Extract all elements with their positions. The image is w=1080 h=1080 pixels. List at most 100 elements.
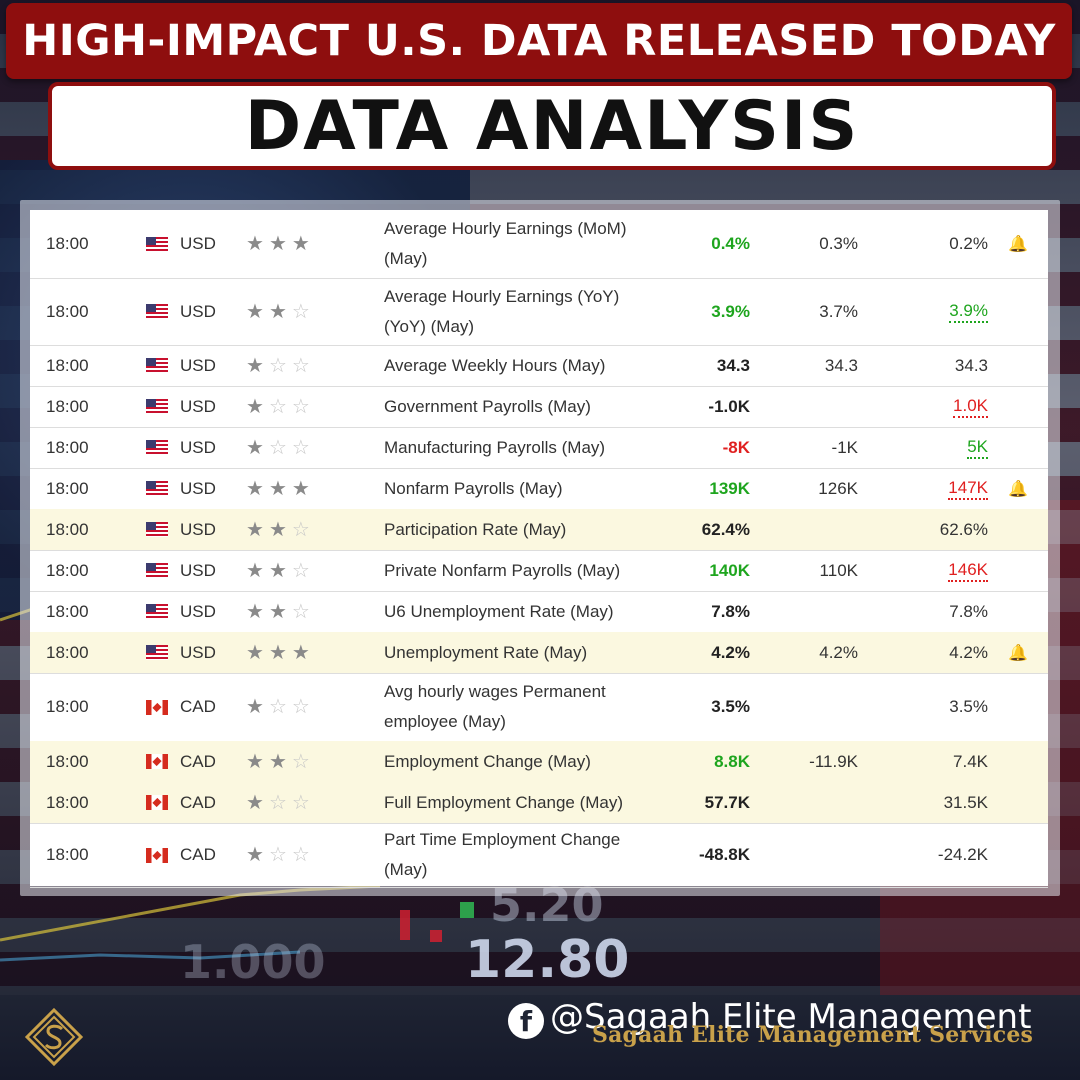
event-name[interactable]: Participation Rate (May) bbox=[384, 519, 567, 539]
previous-value: 0.2% bbox=[949, 210, 988, 278]
table-row[interactable]: 18:00 USD ★ ☆ ☆ Average Weekly Hours (May) 34.… bbox=[30, 345, 1048, 387]
time-cell: 18:00 bbox=[46, 355, 89, 375]
event-name[interactable]: Part Time Employment Change (May) bbox=[384, 830, 621, 879]
event-name[interactable]: Avg hourly wages Permanent employee (May… bbox=[384, 682, 606, 731]
us-flag-icon bbox=[146, 399, 168, 414]
canada-flag-icon bbox=[146, 754, 168, 769]
importance-stars: ★ ☆ ☆ bbox=[246, 427, 310, 468]
facebook-icon[interactable]: f bbox=[508, 1003, 544, 1039]
currency-cell: CAD bbox=[180, 697, 216, 716]
star-filled-icon: ★ bbox=[246, 518, 264, 541]
bell-icon[interactable]: 🔔 bbox=[1008, 236, 1028, 253]
star-filled-icon: ★ bbox=[268, 600, 287, 623]
table-row[interactable]: 18:00 USD ★ ★ ☆ Average Hourly Earnings (YoY)… bbox=[30, 278, 1048, 346]
time-cell: 18:00 bbox=[46, 301, 89, 321]
table-row[interactable]: 18:00 USD ★ ★ ☆ U6 Unemployment Rate (May) 7.8… bbox=[30, 591, 1048, 633]
time-cell: 18:00 bbox=[46, 642, 89, 662]
importance-stars: ★ ☆ ☆ bbox=[246, 673, 310, 741]
bell-icon[interactable]: 🔔 bbox=[1008, 480, 1028, 498]
star-filled-icon: ★ bbox=[246, 233, 264, 255]
actual-value: -1.0K bbox=[708, 396, 750, 416]
table-row[interactable]: 18:00 USD ★ ★ ☆ Participation Rate (May) 62.4%… bbox=[30, 509, 1048, 551]
forecast-value: 126K bbox=[818, 478, 858, 498]
us-flag-icon bbox=[146, 522, 168, 537]
us-flag-icon bbox=[146, 427, 168, 468]
us-flag-icon bbox=[146, 345, 168, 386]
time-cell: 18:00 bbox=[46, 845, 89, 864]
previous-value-text: 7.4K bbox=[953, 751, 988, 771]
currency-cell: CAD bbox=[180, 792, 216, 812]
star-empty-icon: ☆ bbox=[291, 436, 310, 459]
importance-stars: ★ ★ ☆ bbox=[246, 278, 310, 345]
importance-stars: ★ ★ ★ bbox=[246, 210, 310, 278]
importance-stars: ★ ☆ ☆ bbox=[246, 386, 310, 427]
canada-flag-icon bbox=[146, 795, 168, 810]
time-cell: 18:00 bbox=[46, 234, 89, 253]
actual-value: -8K bbox=[722, 437, 750, 457]
time-cell: 18:00 bbox=[46, 478, 89, 498]
table-row[interactable]: 18:00 USD ★ ★ ★ Unemployment Rate (May) 4.2% 4.… bbox=[30, 632, 1048, 674]
bell-icon[interactable]: 🔔 bbox=[1008, 210, 1028, 278]
importance-stars: ★ ☆ ☆ bbox=[246, 823, 310, 887]
star-filled-icon: ★ bbox=[291, 477, 310, 500]
event-name[interactable]: Average Hourly Earnings (MoM) (May) bbox=[384, 219, 627, 268]
previous-value: 4.2% bbox=[949, 632, 988, 673]
bell-icon[interactable]: 🔔 bbox=[1008, 644, 1028, 662]
social-handle[interactable]: @Sagaah Elite Management bbox=[550, 997, 1032, 1037]
table-row[interactable]: 18:00 USD ★ ☆ ☆ Manufacturing Payrolls (May) -… bbox=[30, 427, 1048, 469]
event-name[interactable]: Average Weekly Hours (May) bbox=[384, 355, 606, 375]
time-cell: 18:00 bbox=[46, 519, 89, 539]
star-empty-icon: ☆ bbox=[268, 696, 287, 718]
forecast-value: 34.3 bbox=[824, 355, 858, 375]
event-name[interactable]: U6 Unemployment Rate (May) bbox=[384, 601, 614, 621]
event-name[interactable]: Private Nonfarm Payrolls (May) bbox=[384, 560, 621, 580]
star-filled-icon: ★ bbox=[246, 791, 264, 814]
canada-flag-icon bbox=[146, 782, 168, 823]
star-empty-icon: ☆ bbox=[291, 559, 310, 582]
currency-cell: USD bbox=[180, 437, 216, 457]
actual-value: 4.2% bbox=[711, 642, 750, 662]
star-filled-icon: ★ bbox=[268, 300, 287, 323]
table-row[interactable]: 18:00 USD ★ ★ ☆ Private Nonfarm Payrolls (May… bbox=[30, 550, 1048, 592]
star-filled-icon: ★ bbox=[246, 844, 264, 866]
time-cell: 18:00 bbox=[46, 560, 89, 580]
previous-value-text: 147K bbox=[948, 478, 988, 500]
previous-value: 7.4K bbox=[953, 741, 988, 782]
canada-flag-icon bbox=[146, 847, 168, 863]
forecast-value: 110K bbox=[819, 560, 858, 580]
currency-cell: USD bbox=[180, 519, 216, 539]
star-empty-icon: ☆ bbox=[291, 395, 310, 418]
time-cell: 18:00 bbox=[46, 601, 89, 621]
table-row[interactable]: 18:00 USD ★ ★ ★ Nonfarm Payrolls (May) 139K 126… bbox=[30, 468, 1048, 510]
table-row[interactable]: 18:00 CAD ★ ☆ ☆ Full Employment Change (May) 5… bbox=[30, 782, 1048, 824]
previous-value-text: 3.9% bbox=[949, 301, 988, 323]
table-row[interactable]: 18:00 USD ★ ☆ ☆ Government Payrolls (May) -1.0… bbox=[30, 386, 1048, 428]
event-name[interactable]: Average Hourly Earnings (YoY) (YoY) (May… bbox=[384, 286, 620, 336]
currency-cell: USD bbox=[180, 301, 216, 321]
event-name[interactable]: Employment Change (May) bbox=[384, 751, 591, 771]
actual-value: 8.8K bbox=[714, 751, 750, 771]
event-name[interactable]: Government Payrolls (May) bbox=[384, 396, 591, 416]
bell-icon[interactable]: 🔔 bbox=[1008, 468, 1028, 509]
star-empty-icon: ☆ bbox=[268, 791, 287, 814]
table-row[interactable]: 18:00 CAD ★ ★ ☆ Employment Change (May) 8.8K -1… bbox=[30, 741, 1048, 783]
table-row[interactable]: 18:00 CAD ★ ☆ ☆ Avg hourly wages Permanent em… bbox=[30, 673, 1048, 742]
importance-stars: ★ ★ ☆ bbox=[246, 550, 310, 591]
bell-icon[interactable]: 🔔 bbox=[1008, 632, 1028, 673]
time-cell: 18:00 bbox=[46, 437, 89, 457]
time-cell: 18:00 bbox=[46, 697, 89, 716]
event-name[interactable]: Nonfarm Payrolls (May) bbox=[384, 478, 563, 498]
event-name[interactable]: Full Employment Change (May) bbox=[384, 792, 624, 812]
us-flag-icon bbox=[146, 358, 168, 373]
table-row[interactable]: 18:00 USD ★ ★ ★ Average Hourly Earnings (MoM)… bbox=[30, 210, 1048, 279]
table-row[interactable]: 18:00 CAD ★ ☆ ☆ Part Time Employment Change (… bbox=[30, 823, 1048, 888]
event-name[interactable]: Unemployment Rate (May) bbox=[384, 642, 588, 662]
currency-cell: CAD bbox=[180, 751, 216, 771]
previous-value-text: 4.2% bbox=[949, 642, 988, 662]
previous-value-text: -24.2K bbox=[937, 845, 988, 864]
star-filled-icon: ★ bbox=[246, 300, 264, 323]
previous-value: 31.5K bbox=[944, 782, 988, 823]
actual-value: 140K bbox=[709, 560, 750, 580]
star-empty-icon: ☆ bbox=[291, 300, 310, 323]
event-name[interactable]: Manufacturing Payrolls (May) bbox=[384, 437, 606, 457]
